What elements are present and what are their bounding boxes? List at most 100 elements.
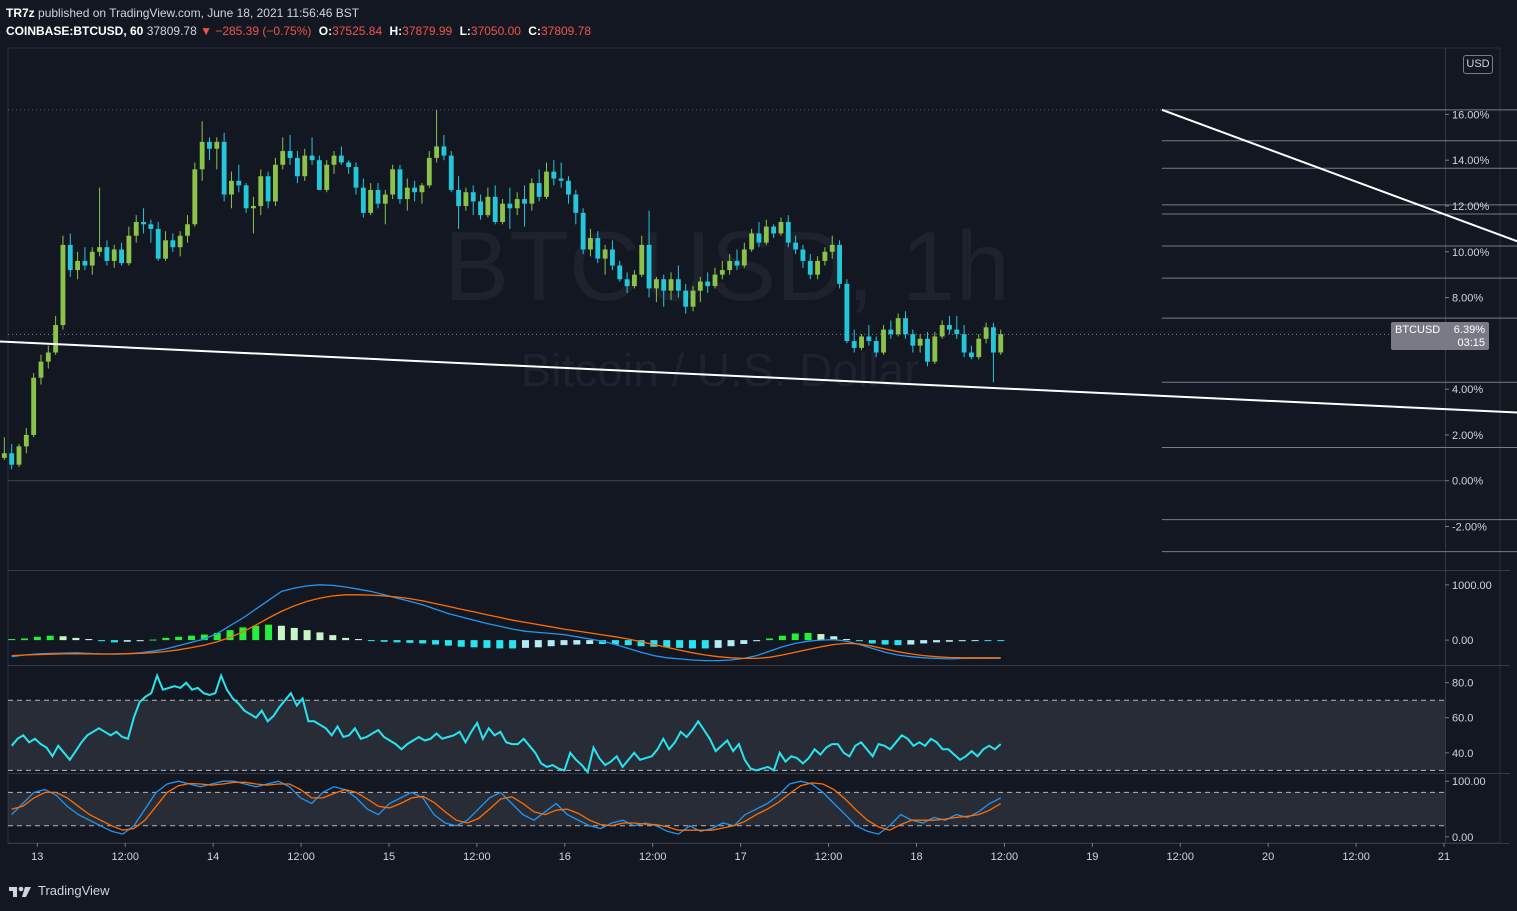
tradingview-logo-icon[interactable] xyxy=(8,882,32,900)
macd-histogram-bar xyxy=(573,640,581,645)
candle-body xyxy=(954,329,960,335)
macd-histogram-bar xyxy=(432,640,440,645)
candle-body xyxy=(514,199,520,209)
candle-body xyxy=(67,244,73,271)
candle-body xyxy=(324,164,330,190)
candle-body xyxy=(287,151,293,158)
candle-body xyxy=(529,183,535,204)
candle-body xyxy=(580,212,586,250)
macd-histogram-bar xyxy=(187,635,195,641)
candle-body xyxy=(148,224,154,229)
candle-body xyxy=(595,238,601,259)
price-tag-symbol: BTCUSD xyxy=(1395,324,1441,336)
stoch-tick-label: 100.00 xyxy=(1452,776,1486,788)
macd-histogram-bar xyxy=(586,640,594,644)
macd-histogram-bar xyxy=(958,640,966,642)
macd-histogram-bar xyxy=(239,627,247,641)
macd-histogram-bar xyxy=(277,625,285,641)
x-tick-label: 12:00 xyxy=(639,851,667,863)
low-value: 37050.00 xyxy=(470,24,521,38)
x-tick-label: 12:00 xyxy=(991,851,1019,863)
candle-body xyxy=(456,189,461,206)
candle-body xyxy=(822,251,828,261)
candle-body xyxy=(419,185,425,193)
candle-body xyxy=(866,336,872,342)
macd-histogram-bar xyxy=(688,640,696,649)
macd-histogram-bar xyxy=(637,640,645,647)
macd-histogram-bar xyxy=(843,639,851,641)
candle-body xyxy=(463,192,469,206)
x-tick-label: 12:00 xyxy=(463,851,491,863)
trendline-lower-support xyxy=(0,340,1517,414)
macd-histogram-bar xyxy=(354,639,362,641)
ohlc-line: COINBASE:BTCUSD, 60 37809.78 ▼ −285.39 (… xyxy=(6,24,591,38)
macd-histogram-bar xyxy=(380,640,388,642)
symbol-label[interactable]: COINBASE:BTCUSD, 60 xyxy=(6,24,144,38)
candle-body xyxy=(544,171,549,197)
candle-body xyxy=(1,453,7,458)
macd-histogram-bar xyxy=(252,625,260,641)
candle-body xyxy=(331,155,337,165)
macd-histogram-bar xyxy=(175,636,183,641)
macd-histogram-bar xyxy=(611,640,619,645)
candle-body xyxy=(192,169,198,225)
candle-body xyxy=(749,233,755,250)
macd-histogram-bar xyxy=(444,640,452,646)
candle-body xyxy=(969,352,974,358)
macd-signal-line xyxy=(11,594,1001,660)
candle-body xyxy=(236,180,242,186)
rsi-line xyxy=(10,672,1002,775)
candle-body xyxy=(243,185,249,209)
macd-histogram-bar xyxy=(830,636,838,641)
macd-histogram-bar xyxy=(881,640,889,645)
candle-body xyxy=(60,244,66,326)
candle-body xyxy=(214,141,220,149)
candle-body xyxy=(45,352,51,362)
candle-body xyxy=(9,453,15,465)
candle-body xyxy=(207,141,212,149)
currency-button[interactable]: USD xyxy=(1463,55,1493,74)
candle-body xyxy=(873,341,879,353)
candle-body xyxy=(763,226,769,243)
symbol-watermark: BTCUSD, 1h Bitcoin / U.S. Dollar xyxy=(444,211,1010,396)
candle-body xyxy=(719,270,725,275)
macd-histogram-bar xyxy=(624,640,632,646)
open-value: 37525.84 xyxy=(332,24,383,38)
candle-body xyxy=(610,249,615,266)
y-tick-label: 14.00% xyxy=(1452,155,1490,167)
macd-histogram-bar xyxy=(21,638,29,641)
candle-body xyxy=(16,446,22,465)
candle-body xyxy=(104,247,110,261)
price-tag-percent: 6.39% xyxy=(1453,324,1485,336)
x-tick-label: 12:00 xyxy=(1342,851,1370,863)
macd-histogram-bar xyxy=(971,640,979,642)
candle-body xyxy=(991,327,996,353)
candle-body xyxy=(353,167,359,188)
macd-histogram-bar xyxy=(907,640,915,645)
candle-body xyxy=(903,318,908,335)
y-tick-label: 12.00% xyxy=(1452,201,1490,213)
candle-body xyxy=(566,180,571,195)
author-name[interactable]: TR7z xyxy=(6,6,35,20)
stoch-tick-label: 0.00 xyxy=(1452,832,1473,844)
macd-histogram-bar xyxy=(483,640,491,648)
macd-histogram-bar xyxy=(496,640,504,649)
macd-histogram-bar xyxy=(727,640,735,647)
candle-body xyxy=(170,240,176,248)
candle-body xyxy=(441,146,447,156)
macd-histogram-bar xyxy=(72,637,80,641)
candle-body xyxy=(976,338,982,358)
candle-body xyxy=(793,242,799,250)
candle-body xyxy=(31,377,37,435)
candle-body xyxy=(558,178,564,181)
macd-histogram-bar xyxy=(162,637,170,641)
y-tick-label: 2.00% xyxy=(1452,430,1483,442)
candle-body xyxy=(785,222,791,243)
macd-histogram-bar xyxy=(560,640,568,646)
tradingview-brand[interactable]: TradingView xyxy=(38,883,110,898)
candle-body xyxy=(485,196,491,216)
candle-body xyxy=(881,329,886,353)
macd-histogram-bar xyxy=(868,640,876,644)
candle-body xyxy=(258,176,264,206)
